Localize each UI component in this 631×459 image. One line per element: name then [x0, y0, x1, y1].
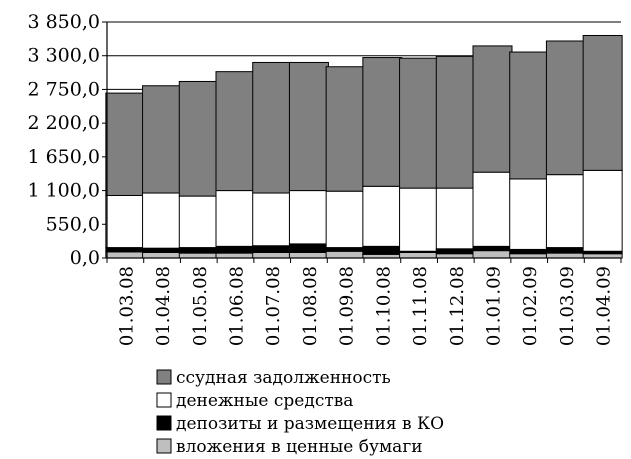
x-tick-label: 01.06.08 [227, 266, 248, 346]
y-tick-label: 3 300,0 [27, 45, 100, 67]
bar-segment [472, 171, 513, 247]
bar-segment [178, 80, 219, 197]
bar-segment [288, 61, 329, 192]
bar-segment [252, 251, 293, 259]
bar-segment [325, 190, 366, 249]
y-tick-label: 3 850,0 [27, 11, 100, 33]
bar-segment [399, 57, 440, 189]
bar-segment [325, 250, 366, 259]
legend-swatch [156, 369, 172, 385]
bar-segment [362, 245, 403, 255]
bar-segment [472, 245, 513, 252]
legend-swatch [156, 415, 172, 431]
bar-segment [252, 192, 293, 247]
bar-segment [142, 247, 183, 253]
legend-label: ссудная задолженность [176, 368, 391, 388]
bar-segment [509, 253, 550, 259]
x-tick-label: 01.03.08 [116, 266, 137, 346]
y-tick-label: 1 650,0 [27, 146, 100, 168]
y-tick-label: 2 200,0 [27, 112, 100, 134]
x-tick-label: 01.04.08 [153, 266, 174, 346]
bar-segment [215, 252, 256, 259]
bar-segment [178, 247, 219, 254]
bar-segment [509, 178, 550, 250]
bar-segment [545, 174, 586, 249]
x-tick-label: 01.01.09 [484, 266, 505, 346]
y-tick-label: 550,0 [46, 213, 100, 235]
bar-segment [215, 71, 256, 192]
bar-segment [288, 251, 329, 259]
bar-segment [509, 248, 550, 255]
bar-segment [545, 40, 586, 176]
bar-segment [325, 66, 366, 192]
bar-segment [178, 252, 219, 259]
bar-segment [582, 34, 623, 171]
bar-segment [252, 61, 293, 194]
bar-segment [105, 92, 146, 196]
bar-segment [545, 252, 586, 259]
bar-segment [582, 253, 623, 259]
bar-segment [435, 253, 476, 259]
x-tick-label: 01.10.08 [373, 266, 394, 346]
legend: ссудная задолженность денежные средства де… [156, 368, 444, 457]
x-tick-label: 01.12.08 [447, 266, 468, 346]
bar-segment [399, 251, 440, 259]
bar-segment [288, 243, 329, 253]
bars [105, 34, 623, 259]
bar-segment [509, 51, 550, 180]
y-tick-label: 2 750,0 [27, 78, 100, 100]
x-tick-label: 01.08.08 [300, 266, 321, 346]
bar-segment [215, 245, 256, 254]
legend-label: вложения в ценные бумаги [176, 437, 423, 457]
x-tick-label: 01.07.08 [263, 266, 284, 346]
x-tick-label: 01.09.08 [337, 266, 358, 346]
legend-swatch [156, 392, 172, 408]
bar-segment [362, 185, 403, 247]
bar-segment [582, 169, 623, 252]
legend-label: денежные средства [176, 391, 353, 411]
bar-segment [215, 190, 256, 247]
y-tick-label: 0,0 [70, 247, 100, 269]
bar-segment [472, 45, 513, 173]
bar-segment [325, 247, 366, 252]
bar-segment [142, 251, 183, 259]
bar-segment [435, 187, 476, 250]
x-tick-label: 01.02.09 [520, 266, 541, 346]
bar-segment [399, 187, 440, 252]
bar-segment [142, 192, 183, 249]
bar-segment [142, 85, 183, 194]
x-tick-label: 01.05.08 [190, 266, 211, 346]
bar-segment [252, 245, 293, 253]
legend-swatch [156, 438, 172, 454]
bar-segment [288, 190, 329, 245]
y-tick-label: 1 100,0 [27, 180, 100, 202]
bar-segment [472, 250, 513, 259]
bar-segment [435, 55, 476, 189]
y-axis-ticks: 0,0 550,0 1 100,0 1 650,0 2 200,0 2 750,0 3 30… [27, 11, 107, 269]
x-tick-label: 01.03.09 [557, 266, 578, 346]
bar-segment [545, 247, 586, 254]
bar-segment [362, 57, 403, 187]
bar-segment [105, 251, 146, 259]
x-tick-label: 01.11.08 [410, 266, 431, 346]
legend-label: депозиты и размещения в КО [176, 414, 444, 434]
x-axis-ticks: 01.03.08 01.04.08 01.05.08 01.06.08 01.07.08… [106, 258, 622, 346]
bar-segment [178, 195, 219, 249]
bar-segment [105, 247, 146, 253]
bar-segment [105, 194, 146, 249]
x-tick-label: 01.04.09 [594, 266, 615, 346]
bar-segment [435, 248, 476, 255]
